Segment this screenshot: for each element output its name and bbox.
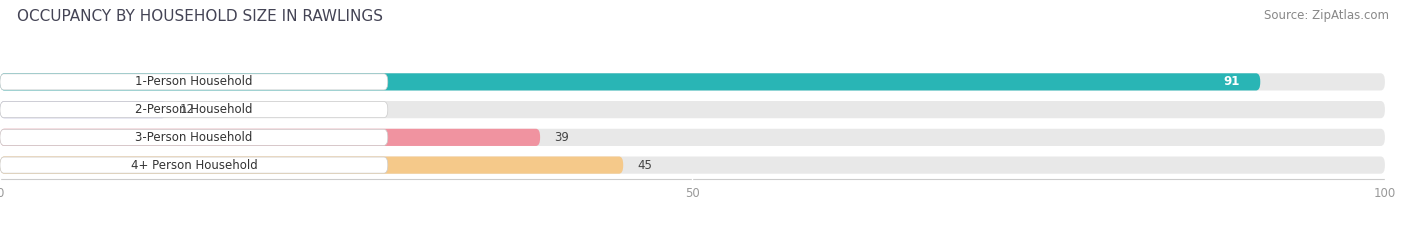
FancyBboxPatch shape (0, 157, 1385, 174)
Text: 39: 39 (554, 131, 569, 144)
Text: 1-Person Household: 1-Person Household (135, 75, 253, 88)
Text: 12: 12 (180, 103, 195, 116)
FancyBboxPatch shape (0, 101, 166, 118)
Text: 91: 91 (1223, 75, 1240, 88)
FancyBboxPatch shape (0, 101, 1385, 118)
FancyBboxPatch shape (0, 129, 540, 146)
FancyBboxPatch shape (0, 129, 388, 145)
FancyBboxPatch shape (0, 74, 388, 90)
Text: Source: ZipAtlas.com: Source: ZipAtlas.com (1264, 9, 1389, 22)
FancyBboxPatch shape (0, 73, 1385, 90)
Text: 4+ Person Household: 4+ Person Household (131, 159, 257, 171)
FancyBboxPatch shape (0, 129, 1385, 146)
FancyBboxPatch shape (0, 157, 388, 173)
FancyBboxPatch shape (0, 157, 623, 174)
Text: 45: 45 (637, 159, 652, 171)
FancyBboxPatch shape (0, 102, 388, 118)
Text: OCCUPANCY BY HOUSEHOLD SIZE IN RAWLINGS: OCCUPANCY BY HOUSEHOLD SIZE IN RAWLINGS (17, 9, 382, 24)
FancyBboxPatch shape (0, 73, 1260, 90)
Text: 3-Person Household: 3-Person Household (135, 131, 253, 144)
Text: 2-Person Household: 2-Person Household (135, 103, 253, 116)
